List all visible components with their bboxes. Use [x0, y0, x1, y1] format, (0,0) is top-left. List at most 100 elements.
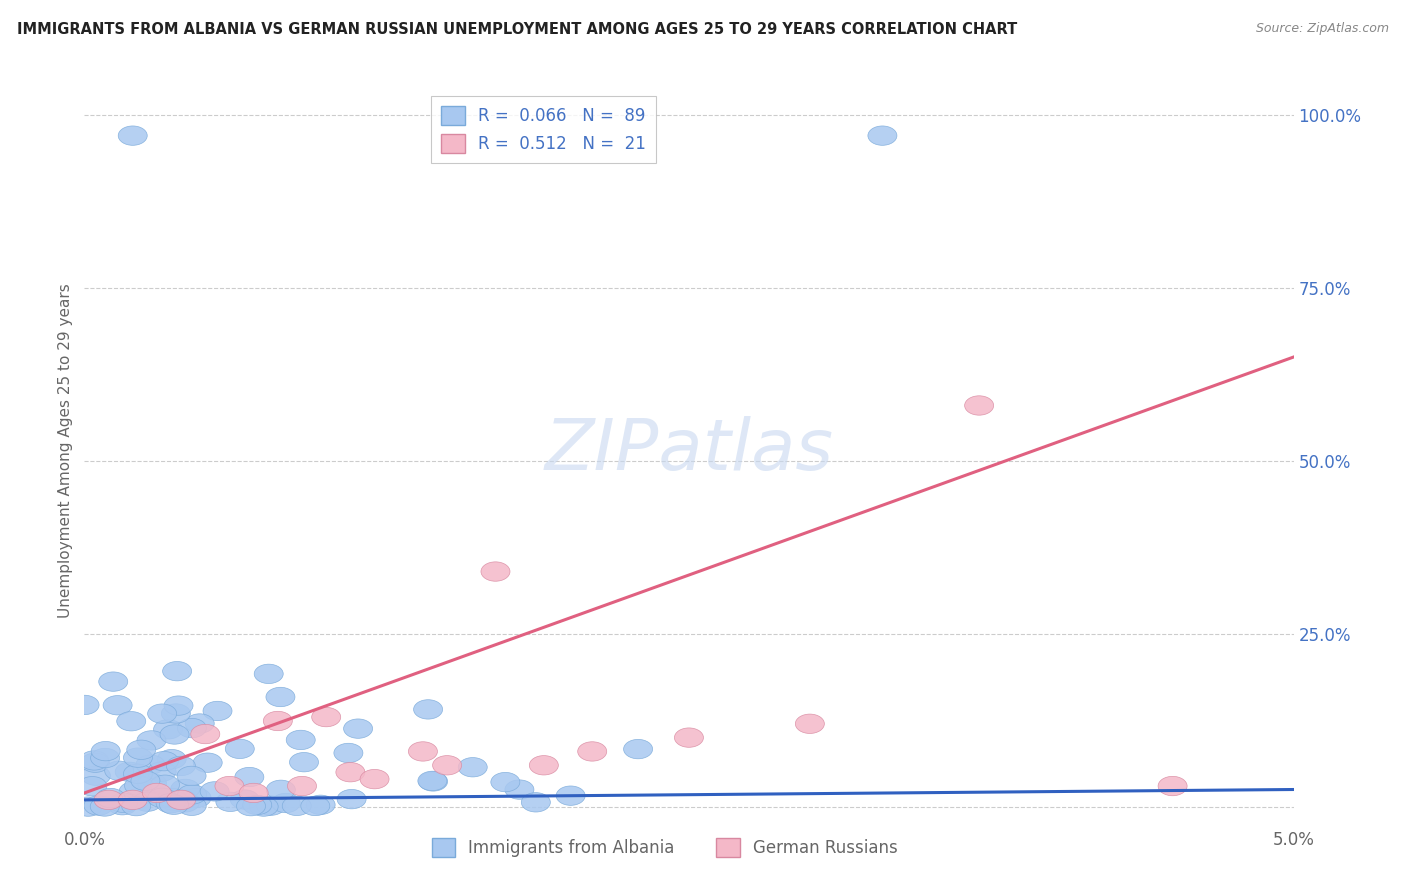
Ellipse shape [215, 776, 245, 796]
Ellipse shape [256, 796, 285, 815]
Ellipse shape [177, 718, 207, 738]
Ellipse shape [254, 665, 283, 683]
Ellipse shape [148, 704, 177, 723]
Ellipse shape [505, 780, 534, 799]
Ellipse shape [115, 762, 145, 781]
Ellipse shape [868, 126, 897, 145]
Ellipse shape [148, 762, 176, 781]
Ellipse shape [263, 711, 292, 731]
Ellipse shape [578, 742, 607, 761]
Ellipse shape [124, 748, 152, 767]
Text: Source: ZipAtlas.com: Source: ZipAtlas.com [1256, 22, 1389, 36]
Ellipse shape [1159, 776, 1187, 796]
Ellipse shape [236, 797, 266, 816]
Ellipse shape [124, 764, 152, 783]
Ellipse shape [287, 731, 315, 749]
Ellipse shape [108, 793, 138, 813]
Ellipse shape [191, 724, 219, 744]
Ellipse shape [153, 720, 183, 739]
Ellipse shape [200, 781, 229, 801]
Ellipse shape [301, 797, 330, 815]
Ellipse shape [418, 772, 447, 790]
Ellipse shape [139, 785, 169, 805]
Ellipse shape [965, 396, 994, 415]
Ellipse shape [163, 662, 191, 681]
Text: ZIPatlas: ZIPatlas [544, 416, 834, 485]
Ellipse shape [312, 707, 340, 727]
Ellipse shape [360, 770, 389, 789]
Ellipse shape [91, 741, 121, 761]
Ellipse shape [117, 712, 146, 731]
Ellipse shape [177, 797, 207, 815]
Ellipse shape [170, 780, 200, 798]
Ellipse shape [266, 688, 295, 706]
Ellipse shape [231, 789, 259, 809]
Ellipse shape [108, 796, 136, 815]
Ellipse shape [122, 797, 150, 816]
Ellipse shape [181, 789, 211, 807]
Ellipse shape [118, 126, 148, 145]
Ellipse shape [243, 796, 271, 814]
Y-axis label: Unemployment Among Ages 25 to 29 years: Unemployment Among Ages 25 to 29 years [58, 283, 73, 618]
Ellipse shape [157, 789, 187, 807]
Ellipse shape [796, 714, 824, 733]
Ellipse shape [675, 728, 703, 747]
Ellipse shape [290, 753, 319, 772]
Ellipse shape [283, 797, 311, 815]
Ellipse shape [104, 761, 134, 780]
Ellipse shape [249, 797, 278, 816]
Ellipse shape [90, 748, 120, 768]
Ellipse shape [159, 791, 188, 811]
Ellipse shape [239, 783, 269, 803]
Ellipse shape [162, 704, 190, 723]
Ellipse shape [433, 756, 461, 775]
Ellipse shape [84, 796, 112, 815]
Ellipse shape [160, 725, 188, 744]
Ellipse shape [522, 793, 550, 812]
Ellipse shape [118, 790, 148, 810]
Ellipse shape [80, 751, 108, 770]
Ellipse shape [202, 701, 232, 721]
Ellipse shape [419, 772, 447, 791]
Ellipse shape [159, 795, 188, 814]
Ellipse shape [165, 696, 193, 715]
Ellipse shape [408, 742, 437, 761]
Ellipse shape [148, 789, 177, 807]
Ellipse shape [225, 739, 254, 758]
Ellipse shape [177, 766, 207, 786]
Ellipse shape [193, 753, 222, 772]
Legend: Immigrants from Albania, German Russians: Immigrants from Albania, German Russians [425, 831, 904, 864]
Ellipse shape [142, 783, 172, 803]
Ellipse shape [166, 790, 195, 810]
Ellipse shape [167, 790, 197, 809]
Ellipse shape [557, 786, 585, 805]
Ellipse shape [136, 731, 166, 750]
Ellipse shape [413, 699, 443, 719]
Ellipse shape [217, 792, 245, 812]
Ellipse shape [125, 776, 153, 796]
Ellipse shape [98, 672, 128, 691]
Ellipse shape [138, 773, 166, 793]
Ellipse shape [96, 789, 125, 808]
Ellipse shape [150, 775, 180, 795]
Ellipse shape [157, 749, 186, 769]
Ellipse shape [177, 785, 207, 804]
Ellipse shape [134, 792, 162, 812]
Ellipse shape [271, 793, 301, 813]
Ellipse shape [70, 695, 98, 714]
Ellipse shape [90, 797, 120, 816]
Ellipse shape [156, 794, 186, 813]
Ellipse shape [73, 797, 103, 816]
Ellipse shape [343, 719, 373, 739]
Ellipse shape [624, 739, 652, 759]
Ellipse shape [186, 714, 214, 733]
Ellipse shape [80, 753, 110, 772]
Ellipse shape [481, 562, 510, 582]
Ellipse shape [103, 696, 132, 715]
Ellipse shape [307, 795, 335, 814]
Ellipse shape [333, 743, 363, 763]
Ellipse shape [491, 772, 520, 792]
Ellipse shape [287, 776, 316, 796]
Ellipse shape [170, 793, 200, 812]
Ellipse shape [127, 740, 156, 759]
